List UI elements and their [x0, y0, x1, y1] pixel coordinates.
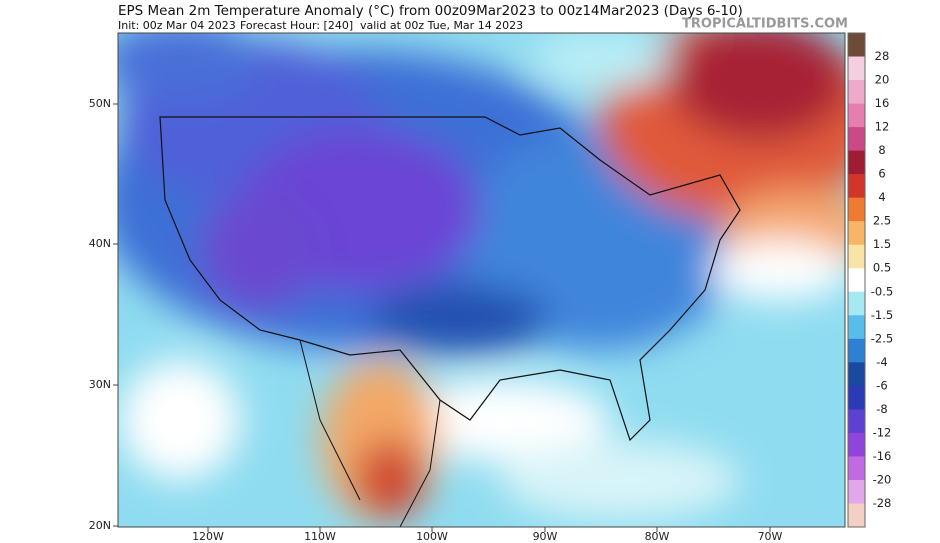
- colorbar-segment: [848, 409, 865, 434]
- lon-label: 100W: [416, 530, 448, 543]
- colorbar-segment: [848, 103, 865, 128]
- lon-label: 110W: [304, 530, 336, 543]
- colorbar-label: 8: [878, 143, 885, 157]
- lat-label: 20N: [89, 519, 111, 532]
- colorbar-label: -28: [873, 496, 892, 510]
- colorbar-segment: [848, 244, 865, 269]
- colorbar-label: -20: [873, 472, 892, 486]
- colorbar-segment: [848, 127, 865, 152]
- lat-label: 50N: [89, 97, 111, 110]
- colorbar-segment: [848, 150, 865, 175]
- anomaly-map: [118, 33, 845, 527]
- colorbar-segment: [848, 33, 865, 58]
- colorbar-segment: [848, 456, 865, 481]
- forecast-hour: Forecast Hour: [240]: [240, 19, 353, 32]
- lat-label: 40N: [89, 237, 111, 250]
- colorbar-segment: [848, 80, 865, 105]
- colorbar-label: 1.5: [873, 237, 891, 251]
- valid-time: valid at 00z Tue, Mar 14 2023: [360, 19, 523, 32]
- lon-label: 70W: [758, 530, 783, 543]
- colorbar-label: -8: [876, 402, 887, 416]
- colorbar-label: -2.5: [871, 331, 893, 345]
- colorbar: 28 20 16 12 8 6 4 2.5 1.5 0.5 -0.5 -1.5 -2.5 -4 -6 -8 -1…: [847, 32, 893, 528]
- colorbar-segment: [848, 338, 865, 363]
- colorbar-label: 28: [875, 49, 890, 63]
- colorbar-segment: [848, 432, 865, 457]
- lat-label: 30N: [89, 378, 111, 391]
- colorbar-label: 2.5: [873, 214, 891, 228]
- colorbar-frame: [847, 32, 866, 528]
- longitude-labels: 120W 110W 100W 90W 80W 70W: [192, 527, 783, 543]
- colorbar-label: 0.5: [873, 261, 891, 275]
- colorbar-segment: [848, 315, 865, 340]
- colorbar-segment: [848, 197, 865, 222]
- colorbar-segment: [848, 174, 865, 199]
- watermark: TROPICALTIDBITS.COM: [682, 17, 848, 32]
- latitude-labels: 50N 40N 30N 20N: [89, 97, 118, 532]
- colorbar-segment: [848, 291, 865, 316]
- lon-label: 80W: [645, 530, 670, 543]
- colorbar-label: -4: [876, 355, 887, 369]
- colorbar-segment: [848, 56, 865, 81]
- colorbar-label: -0.5: [871, 284, 893, 298]
- colorbar-label: -16: [873, 449, 892, 463]
- colorbar-label: -12: [873, 425, 892, 439]
- colorbar-segment: [848, 503, 865, 528]
- init-time: Init: 00z Mar 04 2023: [118, 19, 236, 32]
- colorbar-segment: [848, 362, 865, 387]
- lon-label: 90W: [533, 530, 558, 543]
- lon-label: 120W: [192, 530, 224, 543]
- colorbar-segment: [848, 385, 865, 410]
- colorbar-label: 16: [875, 96, 890, 110]
- colorbar-segment: [848, 221, 865, 246]
- colorbar-label: -1.5: [871, 308, 893, 322]
- colorbar-label: 6: [878, 167, 885, 181]
- colorbar-label: -6: [876, 378, 887, 392]
- title: EPS Mean 2m Temperature Anomaly (°C) fro…: [118, 3, 743, 19]
- colorbar-label: 20: [875, 73, 890, 87]
- colorbar-label: 4: [878, 190, 885, 204]
- colorbar-segment: [848, 479, 865, 504]
- colorbar-label: 12: [875, 120, 890, 134]
- colorbar-segment: [848, 268, 865, 293]
